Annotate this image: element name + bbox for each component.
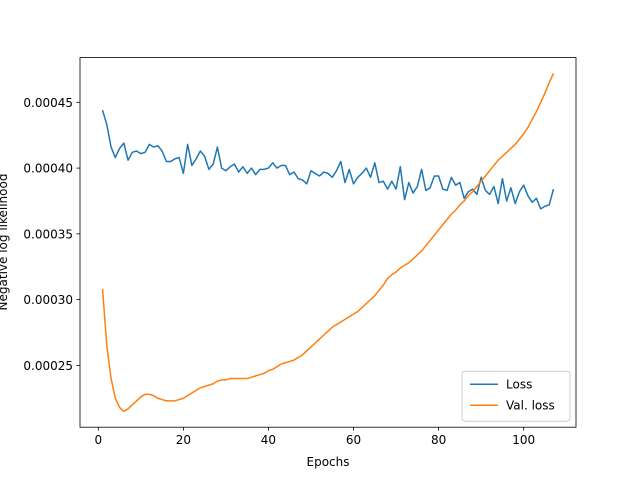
x-tick-label: 40 (261, 433, 276, 447)
legend-label: Val. loss (506, 399, 555, 413)
plot-frame (79, 57, 577, 428)
x-tick-label: 0 (94, 433, 102, 447)
y-tick-label: 0.00045 (23, 96, 73, 110)
y-tick-label: 0.00040 (23, 162, 73, 176)
y-tick-label: 0.00035 (23, 227, 73, 241)
line-series (101, 110, 555, 210)
line-series (101, 73, 555, 413)
y-tick-label: 0.00025 (23, 359, 73, 373)
x-tick-label: 100 (512, 433, 535, 447)
x-tick-label: 20 (176, 433, 191, 447)
y-tick-label: 0.00030 (23, 293, 73, 307)
x-tick-label: 80 (431, 433, 446, 447)
legend-label: Loss (506, 378, 532, 392)
x-tick-label: 60 (346, 433, 361, 447)
y-axis-label: Negative log likelihood (0, 174, 10, 311)
x-axis-label: Epochs (307, 455, 350, 469)
